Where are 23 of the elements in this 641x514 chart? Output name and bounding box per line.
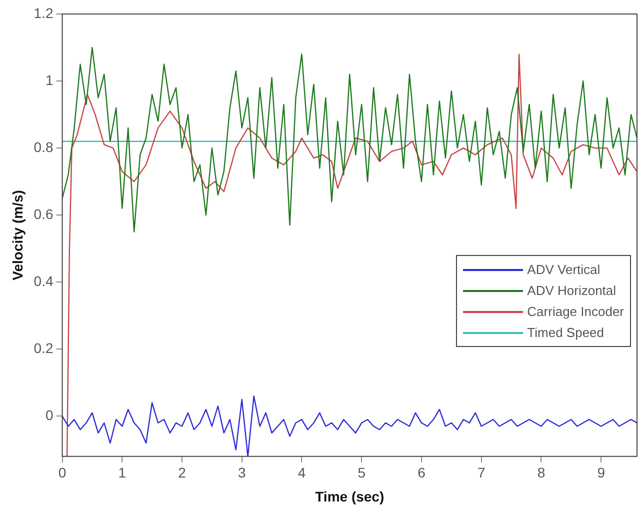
y-tick-label: 0.4 xyxy=(34,272,54,289)
x-tick-label: 9 xyxy=(597,464,606,481)
y-tick-label: 1.2 xyxy=(34,4,54,21)
legend-label: Carriage Incoder xyxy=(527,304,624,319)
x-tick-label: 1 xyxy=(118,464,126,481)
legend-label: ADV Vertical xyxy=(527,262,600,277)
x-tick-label: 5 xyxy=(358,464,366,481)
y-tick-label: 0.8 xyxy=(34,138,54,155)
x-tick-label: 2 xyxy=(178,464,186,481)
x-tick-label: 0 xyxy=(58,464,66,481)
y-tick-label: 0.6 xyxy=(34,206,54,222)
x-tick-label: 7 xyxy=(477,464,486,481)
y-tick-label: 0 xyxy=(45,407,54,424)
x-tick-label: 3 xyxy=(238,464,246,481)
x-tick-label: 8 xyxy=(537,464,546,481)
y-tick-label: 1 xyxy=(45,72,54,88)
x-tick-label: 6 xyxy=(418,464,426,481)
legend-label: Timed Speed xyxy=(527,325,604,340)
x-axis-title: Time (sec) xyxy=(315,488,384,504)
legend-label: ADV Horizontal xyxy=(527,283,616,298)
y-tick-label: 0.2 xyxy=(34,340,54,356)
x-tick-label: 4 xyxy=(298,464,306,481)
y-axis-title: Velocity (m/s) xyxy=(9,190,26,280)
